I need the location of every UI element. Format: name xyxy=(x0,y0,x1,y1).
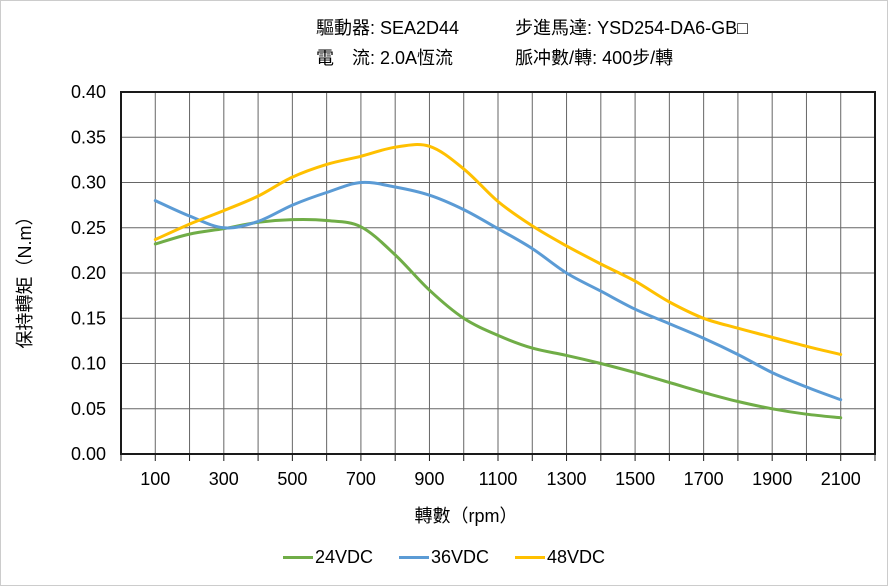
y-tick-label: 0.10 xyxy=(71,354,106,374)
pulse-text: 脈冲數/轉: 400步/轉 xyxy=(515,48,674,68)
x-tick-marks xyxy=(120,455,876,461)
x-tick-label: 2100 xyxy=(821,469,861,489)
x-tick-label: 1500 xyxy=(615,469,655,489)
legend-line-swatch xyxy=(515,556,546,559)
y-tick-label: 0.15 xyxy=(71,308,106,328)
header-right-column: 步進馬達: YSD254-DA6-GB□ 脈冲數/轉: 400步/轉 xyxy=(515,13,748,73)
legend-item-36vdc: 36VDC xyxy=(398,547,490,568)
legend-label: 24VDC xyxy=(314,547,373,567)
header-left-column: 驅動器: SEA2D44 電 流: 2.0A恆流 xyxy=(316,13,459,73)
driver-text: 驅動器: SEA2D44 xyxy=(316,18,460,38)
y-tick-label: 0.05 xyxy=(71,399,106,419)
y-tick-label: 0.00 xyxy=(71,444,106,464)
x-tick-label: 900 xyxy=(414,469,444,489)
grid xyxy=(120,91,876,455)
x-tick-label: 1300 xyxy=(547,469,587,489)
y-tick-label: 0.30 xyxy=(71,173,106,193)
x-axis-title: 轉數（rpm） xyxy=(415,506,518,526)
x-tick-label: 300 xyxy=(209,469,239,489)
y-tick-label: 0.40 xyxy=(71,82,106,102)
legend-line-swatch xyxy=(282,556,313,559)
x-tick-label: 700 xyxy=(346,469,376,489)
x-tick-label: 500 xyxy=(277,469,307,489)
legend-label: 36VDC xyxy=(430,547,490,567)
series-line-36vdc xyxy=(153,180,843,402)
legend-line-swatch xyxy=(398,556,429,559)
y-tick-label: 0.35 xyxy=(71,127,106,147)
current-text: 電 流: 2.0A恆流 xyxy=(316,48,454,68)
y-tick-label: 0.20 xyxy=(71,263,106,283)
legend-item-24vdc: 24VDC xyxy=(282,547,373,568)
legend-item-48vdc: 48VDC xyxy=(515,547,605,568)
y-axis-tick-labels: 0.00 0.05 0.10 0.15 0.20 0.25 0.30 0.35 0.40 xyxy=(71,82,106,464)
series-line-48vdc xyxy=(153,143,843,356)
y-axis-title: 保持轉矩（N.m） xyxy=(15,208,35,349)
legend-label: 48VDC xyxy=(547,547,606,567)
series-line-24vdc xyxy=(153,217,843,420)
x-tick-label: 100 xyxy=(140,469,170,489)
x-tick-label: 1900 xyxy=(752,469,792,489)
chart-header: 驅動器: SEA2D44 電 流: 2.0A恆流 步進馬達: YSD254-DA… xyxy=(316,13,748,73)
x-tick-label: 1100 xyxy=(479,469,518,489)
chart-legend: 24VDC 36VDC 48VDC xyxy=(1,547,887,568)
x-tick-label: 1700 xyxy=(684,469,724,489)
motor-text: 步進馬達: YSD254-DA6-GB□ xyxy=(515,18,748,38)
plot-border xyxy=(120,91,876,455)
y-tick-label: 0.25 xyxy=(71,218,106,238)
x-axis-tick-labels: 100 300 500 700 900 1100 1300 1500 1700 1900 2100 xyxy=(140,469,861,489)
